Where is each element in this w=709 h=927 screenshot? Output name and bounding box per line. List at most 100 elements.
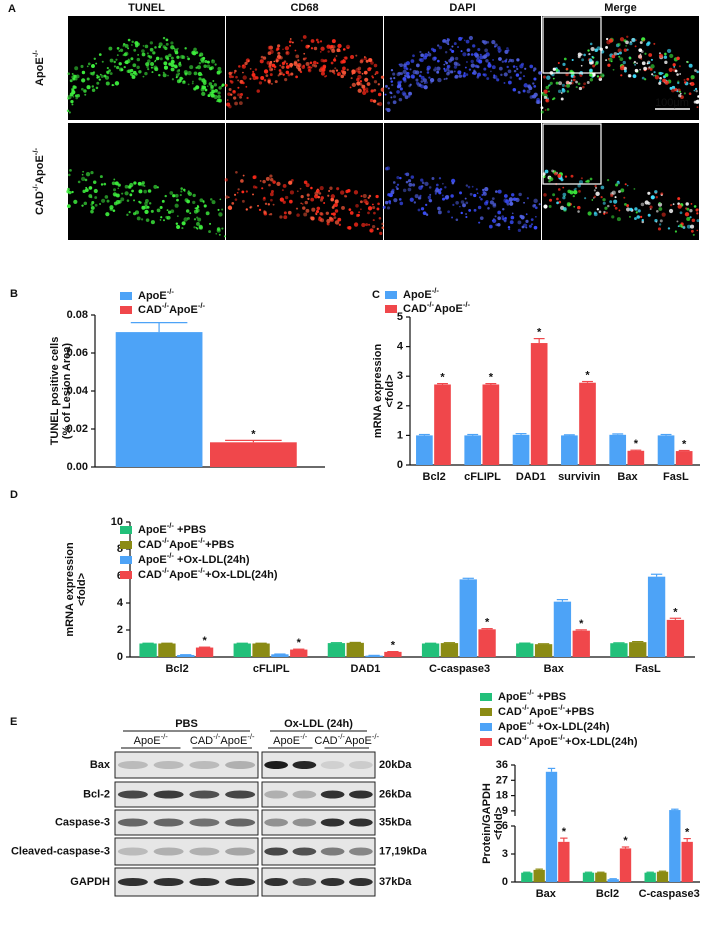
cell-signal <box>242 64 245 67</box>
cell-signal <box>618 209 621 212</box>
y-tick-label: 3 <box>397 370 403 382</box>
cell-signal <box>198 77 202 81</box>
cell-signal <box>619 37 625 42</box>
cell-signal <box>161 199 165 203</box>
x-tick-label: cFLIPL <box>464 471 501 483</box>
legend-swatch <box>120 556 132 564</box>
cell-signal <box>350 55 355 60</box>
significance: * <box>682 438 687 450</box>
cell-signal <box>543 193 547 197</box>
cell-signal <box>365 223 369 227</box>
y-axis-label: (% of Lesion Area) <box>61 343 73 439</box>
cell-signal <box>668 67 673 72</box>
bar <box>609 434 627 465</box>
cell-signal <box>131 40 134 44</box>
cell-signal <box>341 205 345 210</box>
cell-signal <box>637 209 641 213</box>
cell-signal <box>349 211 354 215</box>
cell-signal <box>338 223 341 226</box>
cell-signal <box>208 230 211 233</box>
cell-signal <box>377 202 380 206</box>
significance: * <box>297 637 302 649</box>
legend-label: ApoE-/- +Ox-LDL(24h) <box>138 551 250 566</box>
cell-signal <box>252 193 254 196</box>
cell-signal <box>262 197 266 201</box>
cell-signal <box>239 80 244 84</box>
cell-signal <box>398 97 403 102</box>
cell-signal <box>388 193 390 196</box>
cell-signal <box>159 205 163 209</box>
cell-signal <box>290 179 294 182</box>
cell-signal <box>508 228 511 231</box>
cell-signal <box>298 68 302 72</box>
cell-signal <box>447 65 449 68</box>
cell-signal <box>408 182 413 187</box>
cell-signal <box>470 59 474 64</box>
cell-signal <box>228 74 233 79</box>
cell-signal <box>328 190 331 192</box>
cell-signal <box>372 206 376 210</box>
cell-signal <box>384 93 387 96</box>
x-tick-label: Bax <box>544 663 565 675</box>
significance: * <box>489 372 494 384</box>
cell-signal <box>334 199 339 204</box>
bar <box>657 435 675 465</box>
cell-signal <box>410 59 415 63</box>
cell-signal <box>94 196 98 199</box>
cell-signal <box>282 73 285 76</box>
cell-signal <box>598 210 602 214</box>
cell-signal <box>297 59 300 62</box>
cell-signal <box>525 213 528 216</box>
cell-signal <box>90 196 93 199</box>
cell-signal <box>655 221 658 223</box>
cell-signal <box>390 80 394 83</box>
bar <box>210 442 297 467</box>
cell-signal <box>327 194 330 197</box>
cell-signal <box>616 180 620 185</box>
bar <box>572 630 590 657</box>
cell-signal <box>619 57 624 62</box>
panel-letter: A <box>8 3 16 15</box>
cell-signal <box>618 55 621 58</box>
cell-signal <box>164 194 167 198</box>
cell-signal <box>363 56 366 58</box>
cell-signal <box>290 72 294 76</box>
cell-signal <box>136 57 141 62</box>
cell-signal <box>331 205 335 209</box>
cell-signal <box>189 65 194 70</box>
cell-signal <box>296 190 299 193</box>
cell-signal <box>384 200 389 205</box>
cell-signal <box>428 186 432 189</box>
cell-signal <box>286 65 290 69</box>
cell-signal <box>301 203 304 205</box>
cell-signal <box>306 193 310 197</box>
cell-signal <box>651 73 654 76</box>
cell-signal <box>71 190 74 194</box>
cell-signal <box>378 216 382 220</box>
cell-signal <box>330 212 334 216</box>
cell-signal <box>109 207 113 211</box>
cell-signal <box>546 108 550 111</box>
x-tick-label: Bcl2 <box>596 888 619 900</box>
cell-signal <box>252 76 257 81</box>
cell-signal <box>613 199 618 204</box>
band <box>225 847 256 856</box>
cell-signal <box>417 208 421 212</box>
cell-signal <box>193 218 197 221</box>
cell-signal <box>358 211 361 214</box>
cell-signal <box>360 208 362 211</box>
cell-signal <box>234 198 238 201</box>
cell-signal <box>589 177 593 181</box>
cell-signal <box>529 64 534 69</box>
cell-signal <box>405 180 409 184</box>
cell-signal <box>289 190 295 195</box>
cell-signal <box>649 205 653 209</box>
cell-signal <box>201 86 205 90</box>
cell-signal <box>506 65 509 69</box>
cell-signal <box>548 84 550 87</box>
cell-signal <box>565 80 570 85</box>
cell-signal <box>240 179 244 183</box>
cell-signal <box>182 80 186 83</box>
cell-signal <box>165 42 169 46</box>
cell-signal <box>503 82 506 84</box>
